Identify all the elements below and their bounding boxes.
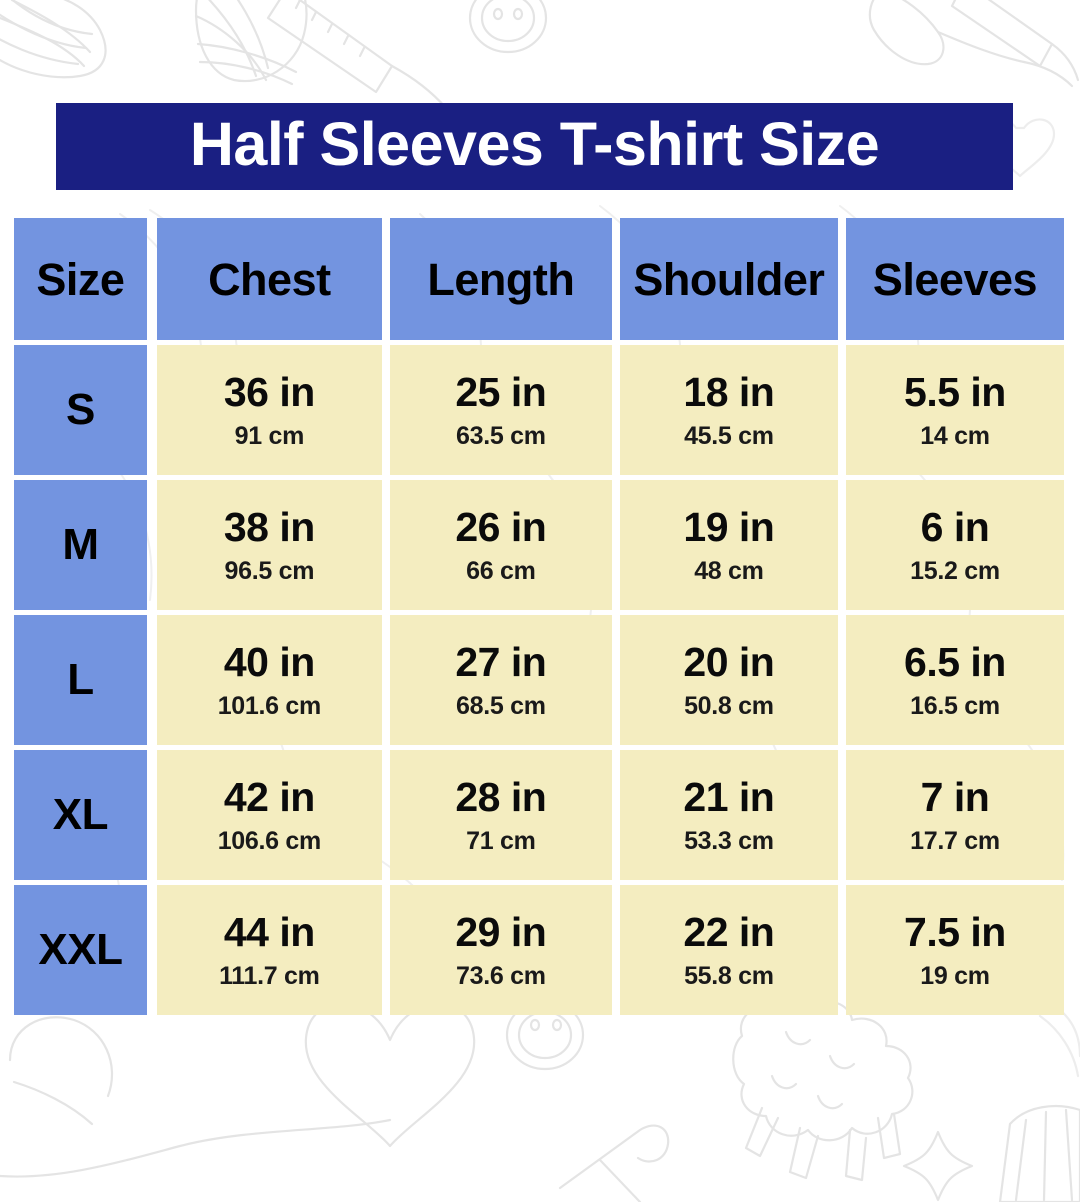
- value-inches: 19 in: [683, 503, 775, 550]
- shoulder-cell: 20 in 50.8 cm: [619, 615, 838, 745]
- value-cm: 63.5 cm: [456, 421, 546, 450]
- value-inches: 7 in: [920, 773, 990, 820]
- sleeves-cell: 6.5 in 16.5 cm: [845, 615, 1064, 745]
- value-cm: 50.8 cm: [684, 691, 774, 720]
- size-cell: XXL: [14, 885, 147, 1015]
- value-cm: 91 cm: [234, 421, 305, 450]
- sleeves-cell: 7.5 in 19 cm: [845, 885, 1064, 1015]
- value-cm: 14 cm: [920, 421, 990, 450]
- column-header-sleeves: Sleeves: [845, 218, 1064, 340]
- value-cm: 48 cm: [694, 556, 764, 585]
- value-inches: 22 in: [683, 908, 775, 955]
- value-cm: 15.2 cm: [910, 556, 1000, 585]
- size-cell: XL: [14, 750, 147, 880]
- value-inches: 29 in: [455, 908, 547, 955]
- value-cm: 45.5 cm: [684, 421, 774, 450]
- value-cm: 106.6 cm: [217, 826, 322, 855]
- value-cm: 53.3 cm: [684, 826, 774, 855]
- column-header-label: Size: [36, 253, 125, 305]
- column-header-shoulder: Shoulder: [619, 218, 838, 340]
- value-cm: 111.7 cm: [219, 961, 320, 990]
- column-header-label: Length: [427, 253, 575, 305]
- value-inches: 40 in: [223, 638, 315, 685]
- size-label: XL: [52, 790, 109, 839]
- size-label: L: [67, 655, 94, 704]
- table-row: L 40 in 101.6 cm 27 in 68.5 cm 20 in 50.…: [14, 615, 1064, 750]
- chest-cell: 44 in 111.7 cm: [156, 885, 382, 1015]
- value-inches: 18 in: [683, 368, 775, 415]
- value-inches: 38 in: [223, 503, 315, 550]
- chest-cell: 38 in 96.5 cm: [156, 480, 382, 610]
- value-cm: 19 cm: [920, 961, 990, 990]
- value-cm: 73.6 cm: [456, 961, 546, 990]
- value-cm: 96.5 cm: [224, 556, 315, 585]
- value-cm: 101.6 cm: [217, 691, 322, 720]
- length-cell: 26 in 66 cm: [389, 480, 612, 610]
- value-inches: 7.5 in: [904, 908, 1006, 955]
- value-inches: 6 in: [920, 503, 990, 550]
- chest-cell: 40 in 101.6 cm: [156, 615, 382, 745]
- column-header-label: Shoulder: [633, 253, 825, 305]
- value-inches: 20 in: [683, 638, 775, 685]
- column-header-label: Chest: [208, 253, 331, 305]
- value-inches: 25 in: [455, 368, 547, 415]
- sleeves-cell: 7 in 17.7 cm: [845, 750, 1064, 880]
- value-inches: 6.5 in: [904, 638, 1006, 685]
- sleeves-cell: 6 in 15.2 cm: [845, 480, 1064, 610]
- shoulder-cell: 22 in 55.8 cm: [619, 885, 838, 1015]
- column-header-chest: Chest: [156, 218, 382, 340]
- chest-cell: 42 in 106.6 cm: [156, 750, 382, 880]
- shoulder-cell: 21 in 53.3 cm: [619, 750, 838, 880]
- chest-cell: 36 in 91 cm: [156, 345, 382, 475]
- length-cell: 25 in 63.5 cm: [389, 345, 612, 475]
- size-table: Size Chest Length Shoulder Sleeves S 36 …: [14, 218, 1064, 1020]
- value-inches: 36 in: [223, 368, 315, 415]
- value-cm: 68.5 cm: [456, 691, 546, 720]
- column-header-length: Length: [389, 218, 612, 340]
- page-title: Half Sleeves T-shirt Size: [189, 110, 880, 178]
- sleeves-cell: 5.5 in 14 cm: [845, 345, 1064, 475]
- length-cell: 29 in 73.6 cm: [389, 885, 612, 1015]
- value-cm: 71 cm: [466, 826, 536, 855]
- shoulder-cell: 19 in 48 cm: [619, 480, 838, 610]
- title-banner: Half Sleeves T-shirt Size: [56, 103, 1013, 190]
- size-label: M: [62, 520, 99, 569]
- value-inches: 42 in: [223, 773, 315, 820]
- value-cm: 17.7 cm: [910, 826, 1000, 855]
- value-inches: 5.5 in: [904, 368, 1006, 415]
- value-cm: 16.5 cm: [910, 691, 1000, 720]
- table-header-row: Size Chest Length Shoulder Sleeves: [14, 218, 1064, 345]
- column-header-size: Size: [14, 218, 147, 340]
- table-row: S 36 in 91 cm 25 in 63.5 cm 18 in 45.5 c…: [14, 345, 1064, 480]
- value-inches: 27 in: [455, 638, 547, 685]
- size-label: S: [65, 385, 95, 434]
- value-inches: 21 in: [683, 773, 775, 820]
- size-cell: L: [14, 615, 147, 745]
- value-cm: 55.8 cm: [684, 961, 774, 990]
- column-header-label: Sleeves: [872, 253, 1038, 305]
- value-inches: 26 in: [455, 503, 547, 550]
- shoulder-cell: 18 in 45.5 cm: [619, 345, 838, 475]
- size-cell: S: [14, 345, 147, 475]
- table-row: XL 42 in 106.6 cm 28 in 71 cm 21 in 53.3…: [14, 750, 1064, 885]
- length-cell: 27 in 68.5 cm: [389, 615, 612, 745]
- value-inches: 44 in: [223, 908, 315, 955]
- table-row: XXL 44 in 111.7 cm 29 in 73.6 cm 22 in 5…: [14, 885, 1064, 1020]
- length-cell: 28 in 71 cm: [389, 750, 612, 880]
- size-cell: M: [14, 480, 147, 610]
- size-label: XXL: [38, 925, 123, 974]
- value-inches: 28 in: [455, 773, 547, 820]
- value-cm: 66 cm: [466, 556, 536, 585]
- table-row: M 38 in 96.5 cm 26 in 66 cm 19 in 48 cm …: [14, 480, 1064, 615]
